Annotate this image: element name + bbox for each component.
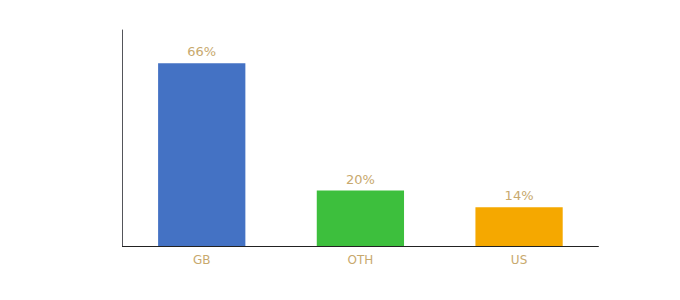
svg-text:US: US (511, 253, 527, 267)
svg-text:66%: 66% (187, 44, 216, 59)
svg-text:14%: 14% (505, 188, 534, 203)
svg-text:20%: 20% (346, 172, 375, 187)
svg-text:OTH: OTH (347, 253, 373, 267)
svg-text:GB: GB (193, 253, 211, 267)
